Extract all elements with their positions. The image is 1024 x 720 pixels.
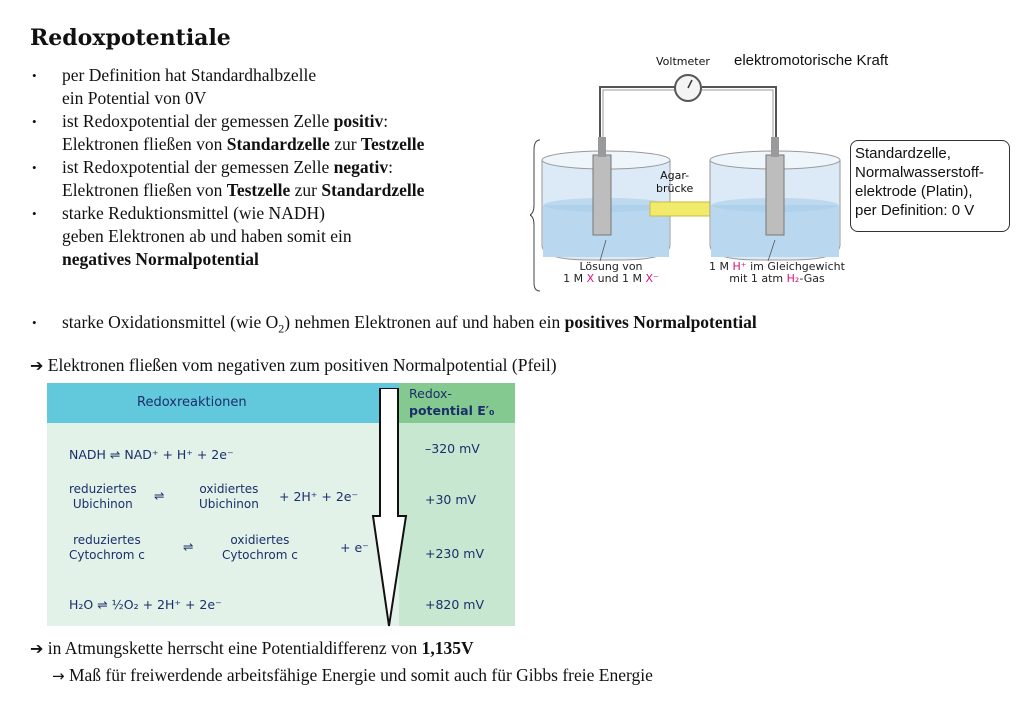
potential-value: +30 mV xyxy=(425,492,477,507)
table-row: reduziertes Cytochrom c xyxy=(69,533,145,562)
table-row: + e⁻ xyxy=(340,540,369,555)
emk-label: elektromotorische Kraft xyxy=(734,52,889,69)
electrochemical-cell-figure: Voltmeter elektromotorische Kraft Agar- … xyxy=(530,45,1020,295)
left-solution-label: Lösung von 1 M X und 1 M X⁻ xyxy=(563,260,659,285)
potential-value: –320 mV xyxy=(425,441,480,456)
bullet-list: • per Definition hat Standardhalbzelle e… xyxy=(30,64,530,271)
arrow-right-icon: ➔ xyxy=(30,639,44,658)
energy-note: → Maß für freiwerdende arbeitsfähige Ene… xyxy=(52,664,653,688)
table-row: reduziertes Ubichinon xyxy=(69,482,137,511)
note-text: in Atmungskette herrscht eine Potentiald… xyxy=(47,638,422,658)
note-text: Elektronen fließen vom negativen zum pos… xyxy=(47,355,557,375)
bullet-text: negatives Normalpotential xyxy=(62,249,259,269)
table-row: H₂O ⇌ ½O₂ + 2H⁺ + 2e⁻ xyxy=(69,597,222,612)
bullet-dot: • xyxy=(32,160,37,175)
bullet-item: • starke Reduktionsmittel (wie NADH) geb… xyxy=(30,202,530,271)
bullet-item: • ist Redoxpotential der gemessen Zelle … xyxy=(30,110,530,156)
note-value: 1,135V xyxy=(421,638,474,658)
bullet-dot: • xyxy=(32,68,37,83)
arrow-down-icon xyxy=(371,388,408,627)
bullet-text: ist Redoxpotential der gemessen Zelle po… xyxy=(62,111,389,131)
note-text: Maß für freiwerdende arbeitsfähige Energ… xyxy=(68,665,653,685)
bullet-text: Elektronen fließen von Standardzelle zur… xyxy=(62,134,425,154)
electron-flow-note: ➔ Elektronen fließen vom negativen zum p… xyxy=(30,354,557,377)
potential-difference-note: ➔ in Atmungskette herrscht eine Potentia… xyxy=(30,637,474,660)
cell-diagram xyxy=(530,74,841,292)
equilibrium-symbol: ⇌ xyxy=(183,539,194,554)
bullet-dot: • xyxy=(32,206,37,221)
bullet-text: Elektronen fließen von Testzelle zur Sta… xyxy=(62,180,425,200)
standard-cell-callout: Standardzelle, Normalwasserstoff- elektr… xyxy=(850,140,1010,232)
potential-value: +820 mV xyxy=(425,597,485,612)
bullet-item: • per Definition hat Standardhalbzelle e… xyxy=(30,64,530,110)
arrow-right-icon: → xyxy=(52,667,65,685)
bullet-dot: • xyxy=(32,315,37,330)
table-row: oxidiertes Ubichinon xyxy=(199,482,259,511)
page-title: Redoxpotentiale xyxy=(30,25,231,51)
bullet-row: • starke Oxidationsmittel (wie O2) nehme… xyxy=(32,312,757,336)
agar-bridge-label: Agar- brücke xyxy=(656,169,694,195)
header-reactions: Redoxreaktionen xyxy=(137,395,247,410)
potential-value: +230 mV xyxy=(425,546,485,561)
bullet-item-oxidation: • starke Oxidationsmittel (wie O2) nehme… xyxy=(30,311,1010,341)
equilibrium-symbol: ⇌ xyxy=(154,488,165,503)
bullet-text: starke Reduktionsmittel (wie NADH) xyxy=(62,203,325,223)
bullet-text: geben Elektronen ab und haben somit ein xyxy=(62,226,352,246)
redox-table: Redoxreaktionen Redox- potential E′₀ NAD… xyxy=(47,383,515,626)
bullet-text: ein Potential von 0V xyxy=(62,88,207,108)
table-header: Redoxreaktionen Redox- potential E′₀ xyxy=(47,383,515,423)
arrow-right-icon: ➔ xyxy=(30,356,44,375)
right-solution-label: 1 M H⁺ im Gleichgewicht mit 1 atm H₂-Gas xyxy=(709,260,845,285)
bullet-text: per Definition hat Standardhalbzelle xyxy=(62,65,317,85)
bullet-item: • ist Redoxpotential der gemessen Zelle … xyxy=(30,156,530,202)
table-row: NADH ⇌ NAD⁺ + H⁺ + 2e⁻ xyxy=(69,447,234,462)
table-row: + 2H⁺ + 2e⁻ xyxy=(279,489,359,504)
header-potential: Redox- potential E′₀ xyxy=(409,386,495,418)
bullet-dot: • xyxy=(32,114,37,129)
voltmeter-label: Voltmeter xyxy=(656,55,710,68)
table-row: oxidiertes Cytochrom c xyxy=(222,533,298,562)
bullet-text: ist Redoxpotential der gemessen Zelle ne… xyxy=(62,157,393,177)
